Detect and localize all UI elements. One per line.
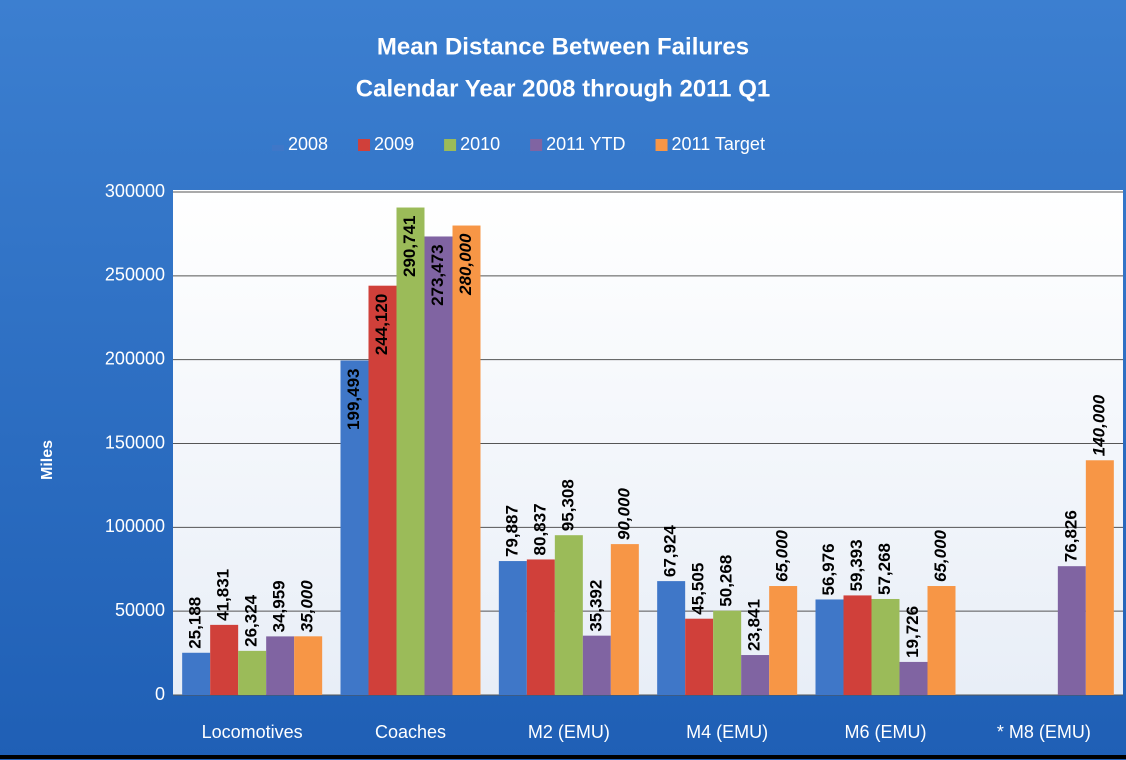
data-label: 67,924 bbox=[661, 525, 680, 578]
bar bbox=[871, 598, 900, 695]
bar bbox=[210, 624, 239, 695]
data-label: 26,324 bbox=[242, 594, 261, 647]
bar bbox=[1057, 566, 1086, 695]
data-label: 41,831 bbox=[214, 569, 233, 621]
legend-label: 2010 bbox=[460, 134, 500, 154]
data-label: 95,308 bbox=[558, 479, 577, 531]
bar bbox=[685, 618, 714, 695]
data-label: 80,837 bbox=[530, 503, 549, 555]
legend-label: 2011 Target bbox=[672, 134, 765, 154]
data-label: 25,188 bbox=[186, 597, 205, 649]
data-label: 90,000 bbox=[614, 488, 633, 541]
bar bbox=[340, 360, 369, 695]
data-label: 59,393 bbox=[847, 539, 866, 591]
bar bbox=[266, 636, 295, 695]
bar bbox=[610, 544, 639, 695]
legend-swatch bbox=[444, 139, 457, 151]
bar bbox=[498, 561, 527, 695]
legend-swatch bbox=[530, 139, 543, 151]
bar bbox=[657, 581, 686, 695]
bar bbox=[582, 635, 611, 695]
x-tick-label: Coaches bbox=[375, 722, 446, 742]
bar bbox=[899, 661, 928, 695]
data-label: 199,493 bbox=[344, 369, 363, 430]
y-tick-label: 200000 bbox=[105, 348, 165, 368]
legend-swatch bbox=[272, 145, 284, 151]
bar bbox=[526, 559, 555, 695]
bar bbox=[294, 636, 323, 695]
y-tick-label: 50000 bbox=[115, 600, 165, 620]
data-label: 57,268 bbox=[875, 543, 894, 595]
data-label: 290,741 bbox=[400, 216, 419, 277]
x-tick-label: M6 (EMU) bbox=[845, 722, 927, 742]
data-label: 35,392 bbox=[586, 580, 605, 632]
data-label: 79,887 bbox=[502, 505, 521, 557]
bar bbox=[741, 655, 770, 695]
y-axis-label: Miles bbox=[39, 440, 56, 480]
bar bbox=[554, 535, 583, 695]
bar bbox=[182, 652, 211, 695]
chart-title: Mean Distance Between Failures bbox=[377, 33, 749, 60]
data-label: 23,841 bbox=[745, 599, 764, 651]
bar bbox=[368, 285, 397, 695]
data-label: 65,000 bbox=[931, 529, 950, 582]
legend-label: 2011 YTD bbox=[546, 134, 625, 154]
bar bbox=[1085, 460, 1114, 695]
bar bbox=[815, 599, 844, 695]
chart-subtitle: Calendar Year 2008 through 2011 Q1 bbox=[356, 75, 770, 102]
data-label: 35,000 bbox=[298, 580, 317, 633]
x-tick-label: M2 (EMU) bbox=[528, 722, 610, 742]
data-label: 65,000 bbox=[773, 529, 792, 582]
y-tick-label: 250000 bbox=[105, 265, 165, 285]
data-label: 56,976 bbox=[819, 543, 838, 595]
data-label: 45,505 bbox=[689, 563, 708, 615]
y-tick-label: 150000 bbox=[105, 432, 165, 452]
bar bbox=[769, 586, 798, 695]
bar bbox=[424, 236, 453, 696]
legend-label: 2009 bbox=[374, 134, 414, 154]
data-label: 280,000 bbox=[456, 233, 475, 296]
x-tick-label: M4 (EMU) bbox=[686, 722, 768, 742]
y-tick-label: 300000 bbox=[105, 181, 165, 201]
bar bbox=[843, 595, 872, 695]
data-label: 19,726 bbox=[903, 606, 922, 658]
legend-label: 2008 bbox=[288, 134, 328, 154]
bar bbox=[713, 610, 742, 695]
bar bbox=[452, 225, 481, 696]
legend-swatch bbox=[358, 139, 371, 151]
data-label: 140,000 bbox=[1089, 394, 1108, 456]
data-label: 76,826 bbox=[1061, 510, 1080, 562]
x-tick-label: Locomotives bbox=[202, 722, 303, 742]
y-tick-label: 100000 bbox=[105, 516, 165, 536]
x-tick-label: * M8 (EMU) bbox=[997, 722, 1091, 742]
bar bbox=[396, 207, 425, 695]
data-label: 50,268 bbox=[717, 555, 736, 607]
bar bbox=[238, 650, 267, 695]
data-label: 273,473 bbox=[428, 244, 447, 305]
bar bbox=[927, 586, 956, 695]
data-label: 244,120 bbox=[372, 294, 391, 355]
data-label: 34,959 bbox=[270, 580, 289, 632]
y-tick-label: 0 bbox=[155, 684, 165, 704]
legend-swatch bbox=[655, 139, 668, 151]
